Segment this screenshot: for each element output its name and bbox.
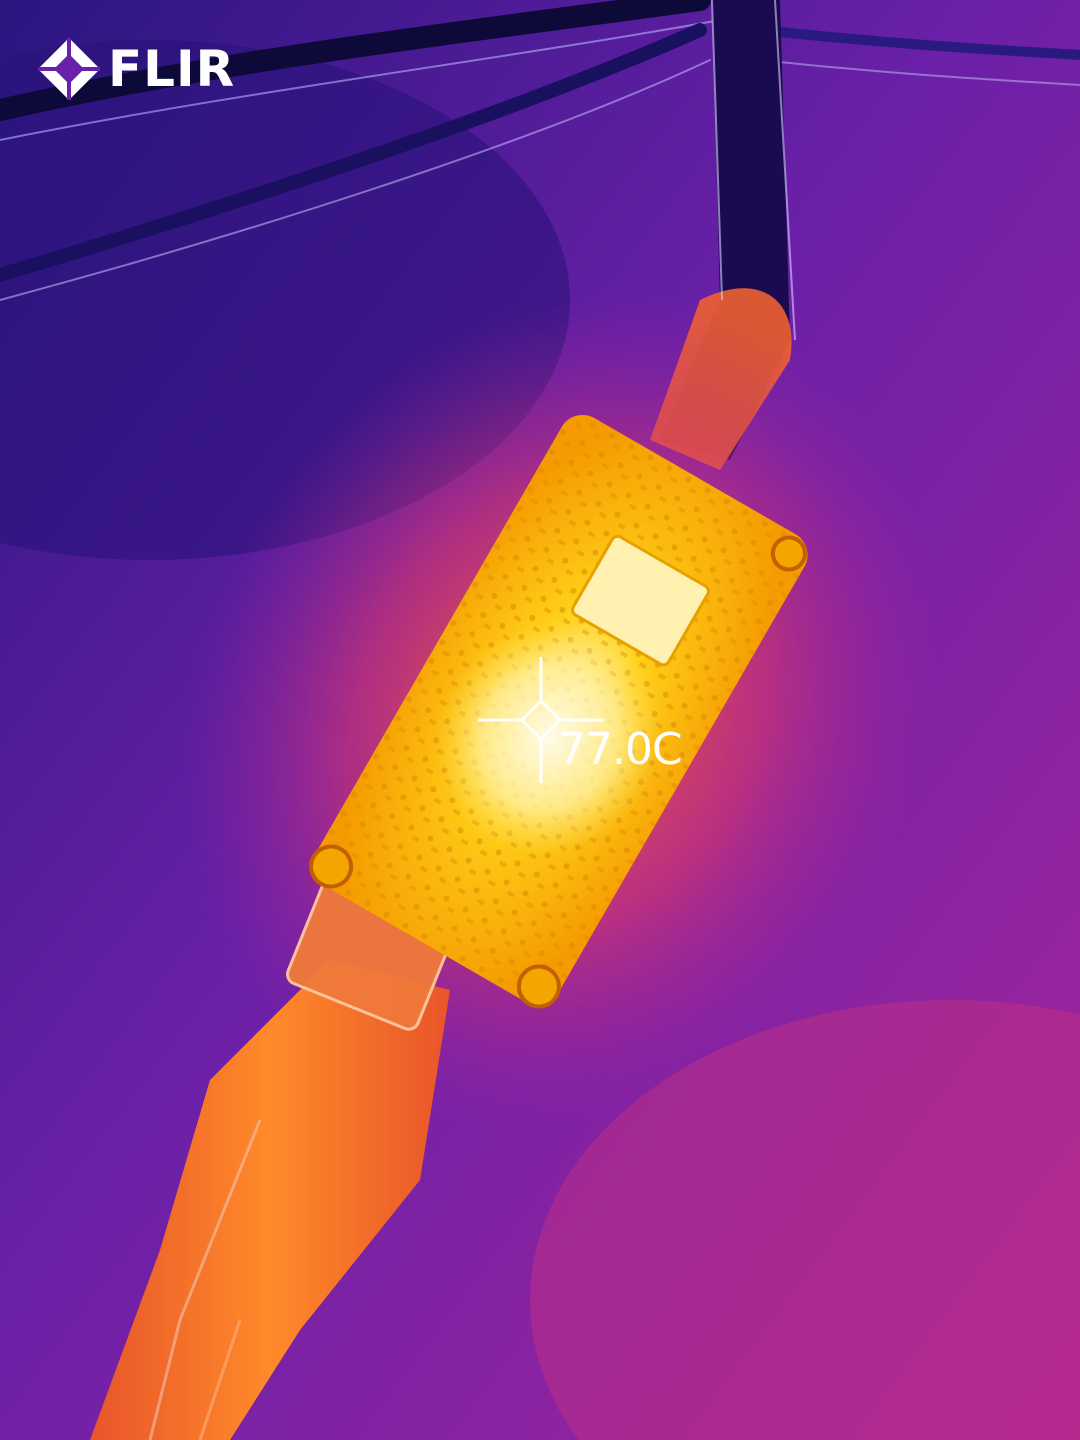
flir-logo: FLIR bbox=[36, 36, 235, 102]
flir-logo-text: FLIR bbox=[108, 40, 236, 98]
pcb-board bbox=[309, 414, 808, 1009]
spot-temperature-reading: 77.0C bbox=[558, 724, 683, 775]
crosshair-icon bbox=[478, 657, 604, 783]
cold-cables bbox=[0, 0, 1080, 301]
flir-diamond-icon bbox=[38, 38, 100, 100]
